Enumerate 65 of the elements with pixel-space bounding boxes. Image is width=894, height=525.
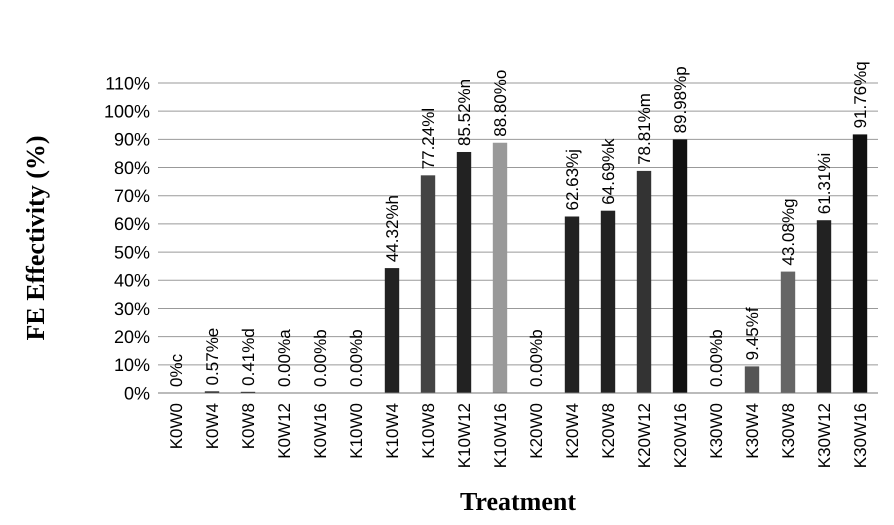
y-tick-label: 0% xyxy=(124,383,150,404)
x-tick-label: K0W4 xyxy=(203,403,222,450)
x-tick-label: K10W8 xyxy=(419,403,438,459)
bar xyxy=(636,170,652,393)
bar xyxy=(600,210,616,393)
x-tick-label: K0W12 xyxy=(275,403,294,459)
x-tick-label: K30W12 xyxy=(815,403,834,468)
data-label: 43.08%g xyxy=(779,198,798,266)
bar xyxy=(816,220,832,393)
data-label: 0.00%a xyxy=(275,328,294,387)
data-label: 0.00%b xyxy=(707,329,726,387)
data-label: 85.52%n xyxy=(455,78,474,146)
y-tick-label: 90% xyxy=(114,130,150,150)
y-tick-label: 60% xyxy=(114,214,150,234)
data-label: 62.63%j xyxy=(563,149,582,210)
y-tick-label: 50% xyxy=(114,242,150,262)
data-label: 78.81%m xyxy=(635,93,654,165)
data-label: 77.24%l xyxy=(419,108,438,170)
y-tick-label: 10% xyxy=(114,355,150,376)
bar xyxy=(780,272,796,393)
x-tick-label: K0W8 xyxy=(239,403,258,450)
data-label: 88.80%o xyxy=(491,70,510,137)
x-tick-label: K10W0 xyxy=(347,403,366,459)
bar xyxy=(420,175,436,393)
data-label: 0.00%b xyxy=(347,329,366,387)
x-tick-label: K30W4 xyxy=(743,403,762,459)
y-axis-title: FE Effectivity (%) xyxy=(21,135,50,341)
x-tick-label: K20W12 xyxy=(635,403,654,468)
x-tick-label: K20W16 xyxy=(671,403,690,468)
x-tick-label: K30W0 xyxy=(707,403,726,459)
x-tick-label: K0W16 xyxy=(311,403,330,459)
data-label: 9.45%f xyxy=(743,307,762,360)
y-tick-label: 70% xyxy=(114,186,150,206)
y-tick-label: 110% xyxy=(105,73,150,94)
y-tick-label: 30% xyxy=(114,298,150,319)
data-label: 44.32%h xyxy=(383,194,402,262)
x-tick-label: K0W0 xyxy=(167,403,186,450)
data-label: 91.76%q xyxy=(851,61,870,128)
bar xyxy=(852,134,868,393)
bar xyxy=(564,216,580,393)
bar xyxy=(672,139,688,393)
data-label: 0.41%d xyxy=(239,328,258,386)
y-tick-label: 80% xyxy=(114,158,150,178)
x-tick-label: K10W4 xyxy=(383,403,402,459)
y-tick-label: 40% xyxy=(114,270,150,291)
bar xyxy=(744,366,760,393)
y-tick-label: 100% xyxy=(104,101,150,122)
bar xyxy=(456,152,472,393)
x-tick-label: K20W0 xyxy=(527,403,546,459)
data-label: 64.69%k xyxy=(599,138,618,205)
data-label: 0.00%b xyxy=(311,329,330,387)
x-tick-label: K20W4 xyxy=(563,403,582,459)
data-label: 0.57%e xyxy=(203,328,222,386)
x-tick-label: K10W12 xyxy=(455,403,474,468)
data-label: 0.00%b xyxy=(527,329,546,387)
data-label: 0%c xyxy=(167,353,186,387)
bar xyxy=(384,268,400,393)
x-axis-title: Treatment xyxy=(460,487,576,516)
x-tick-label: K10W16 xyxy=(491,403,510,468)
data-label: 89.98%p xyxy=(671,66,690,134)
x-tick-label: K30W8 xyxy=(779,403,798,459)
x-tick-label: K20W8 xyxy=(599,403,618,459)
y-tick-label: 20% xyxy=(114,326,150,347)
x-tick-label: K30W16 xyxy=(851,403,870,468)
data-label: 61.31%i xyxy=(815,152,834,214)
